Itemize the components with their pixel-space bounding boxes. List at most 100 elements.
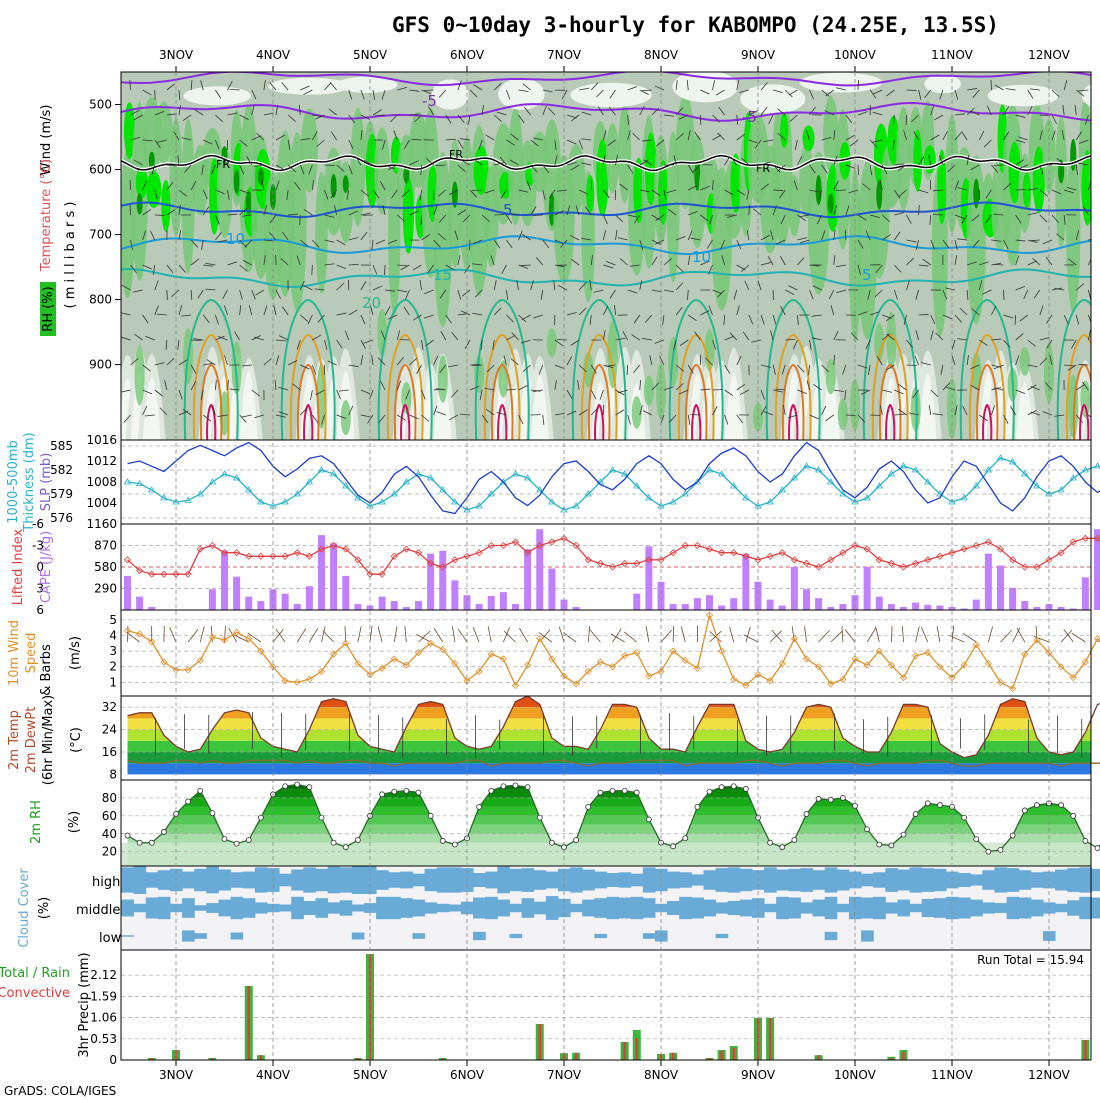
cape-bar bbox=[1057, 607, 1065, 610]
bottom-date-label: 3NOV bbox=[159, 1068, 194, 1082]
upper-barb bbox=[315, 114, 325, 120]
rh2m-point bbox=[257, 814, 264, 821]
cloud-cell-middle bbox=[448, 904, 462, 912]
upper-barb bbox=[930, 389, 939, 398]
upper-barb bbox=[1003, 131, 1010, 141]
upper-barb bbox=[942, 382, 951, 391]
upper-barb bbox=[460, 138, 471, 141]
upper-barb bbox=[321, 414, 325, 425]
contour-35 bbox=[691, 403, 702, 440]
upper-barb bbox=[1029, 88, 1040, 91]
upper-barb bbox=[324, 214, 335, 218]
cloud-cell-middle bbox=[715, 902, 729, 914]
upper-barb bbox=[457, 209, 467, 216]
upper-barb bbox=[121, 336, 131, 341]
upper-barb bbox=[348, 164, 353, 175]
upper-barb bbox=[1088, 414, 1091, 418]
thickness-point bbox=[160, 494, 168, 501]
upper-barb bbox=[729, 332, 738, 341]
rh-blob-bright bbox=[913, 129, 923, 192]
upper-barb bbox=[215, 139, 220, 150]
upper-barb bbox=[190, 364, 197, 374]
rh2m-point bbox=[900, 831, 907, 838]
thickness-point bbox=[342, 482, 350, 489]
upper-barb bbox=[202, 414, 212, 422]
upper-barb bbox=[396, 214, 406, 222]
upper-barb bbox=[324, 339, 328, 350]
upper-barb bbox=[746, 230, 750, 241]
cloud-cell-high bbox=[1091, 868, 1100, 892]
cloud-cell-high bbox=[800, 868, 814, 892]
wind10-speed-point bbox=[293, 678, 301, 686]
thickness-point bbox=[560, 506, 568, 513]
wind10-speed-point bbox=[342, 639, 350, 647]
cape-bar bbox=[1081, 577, 1089, 610]
wind10-speed-point bbox=[439, 645, 447, 654]
upper-barb bbox=[651, 382, 660, 391]
upper-barb bbox=[979, 414, 988, 422]
upper-barb bbox=[760, 106, 768, 116]
upper-barb bbox=[191, 339, 202, 341]
upper-barb bbox=[833, 255, 836, 266]
upper-barb bbox=[857, 264, 861, 275]
upper-barb bbox=[1019, 314, 1028, 322]
thickness-point bbox=[148, 486, 156, 493]
upper-barb bbox=[971, 214, 980, 222]
upper-barb bbox=[833, 355, 836, 366]
wind10-speed-point bbox=[1021, 650, 1029, 658]
upper-barb bbox=[142, 314, 149, 324]
upper-barb bbox=[157, 139, 167, 143]
cape-bar bbox=[342, 575, 350, 610]
upper-barb bbox=[566, 312, 577, 316]
wind10-speed-point bbox=[451, 660, 459, 668]
upper-barb bbox=[201, 239, 204, 250]
upper-barb bbox=[329, 82, 337, 91]
upper-barb bbox=[808, 364, 810, 375]
rh2m-point bbox=[815, 795, 822, 802]
upper-barb bbox=[723, 314, 726, 326]
cloud-cell-middle bbox=[182, 898, 195, 918]
upper-barb bbox=[299, 407, 308, 416]
upper-barb bbox=[142, 89, 152, 96]
upper-barb bbox=[654, 239, 665, 245]
upper-barb bbox=[655, 214, 665, 221]
upper-barb bbox=[615, 230, 618, 241]
wind10-tick-label: 4 bbox=[109, 628, 117, 642]
lifted-index-point bbox=[342, 545, 350, 553]
upper-barb bbox=[427, 264, 434, 274]
upper-barb bbox=[372, 109, 382, 116]
upper-barb bbox=[469, 89, 478, 98]
rh2m-point bbox=[524, 784, 531, 791]
upper-barb bbox=[378, 414, 386, 423]
upper-barb bbox=[303, 285, 313, 291]
bottom-date-label: 9NOV bbox=[741, 1068, 776, 1082]
contour-label-5-a: 5 bbox=[503, 201, 513, 219]
upper-barb bbox=[736, 383, 746, 391]
upper-barb bbox=[130, 239, 133, 250]
upper-barb bbox=[712, 180, 714, 191]
thickness-point bbox=[354, 494, 362, 501]
slp-tick-label: 1016 bbox=[86, 433, 117, 447]
upper-barb bbox=[493, 239, 501, 249]
upper-barb bbox=[985, 214, 992, 224]
upper-barb bbox=[915, 239, 920, 250]
thickness-point bbox=[305, 478, 314, 485]
cloud-cell-high bbox=[254, 867, 268, 893]
rh2m-point bbox=[645, 816, 652, 823]
wind10-barb bbox=[538, 632, 553, 643]
upper-barb bbox=[809, 189, 820, 193]
upper-barb bbox=[780, 256, 786, 266]
upper-barb bbox=[1075, 164, 1078, 175]
upper-barb bbox=[348, 236, 359, 241]
cloud-cell-high bbox=[970, 874, 983, 886]
upper-barb bbox=[760, 389, 765, 400]
rh2m-point bbox=[148, 839, 155, 846]
upper-barb bbox=[241, 414, 252, 418]
pressure-tick-label: 600 bbox=[89, 163, 112, 177]
dry-column-core bbox=[142, 377, 161, 440]
upper-barb bbox=[435, 388, 446, 391]
lifted-index-point bbox=[1081, 534, 1089, 542]
wind10-barb bbox=[457, 628, 468, 643]
upper-barb bbox=[1027, 239, 1038, 244]
rh-blob bbox=[433, 151, 452, 328]
